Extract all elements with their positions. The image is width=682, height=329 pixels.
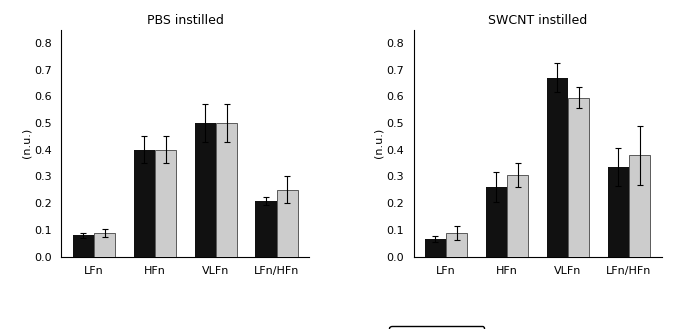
Y-axis label: (n.u.): (n.u.) <box>21 128 31 158</box>
Bar <box>486 187 507 257</box>
Bar <box>608 167 629 257</box>
Bar <box>94 233 115 257</box>
Bar <box>194 123 216 257</box>
Bar <box>425 239 446 257</box>
Bar <box>134 150 155 257</box>
Bar <box>216 123 237 257</box>
Bar <box>568 98 589 257</box>
Title: PBS instilled: PBS instilled <box>147 14 224 27</box>
Bar <box>277 190 298 257</box>
Legend: Baseline, Instillation: Baseline, Instillation <box>389 326 484 329</box>
Bar <box>256 201 277 257</box>
Title: SWCNT instilled: SWCNT instilled <box>488 14 587 27</box>
Bar <box>155 150 176 257</box>
Bar <box>507 175 529 257</box>
Bar <box>547 78 568 257</box>
Bar <box>629 155 650 257</box>
Bar <box>446 233 467 257</box>
Y-axis label: (n.u.): (n.u.) <box>373 128 383 158</box>
Bar <box>73 235 94 257</box>
